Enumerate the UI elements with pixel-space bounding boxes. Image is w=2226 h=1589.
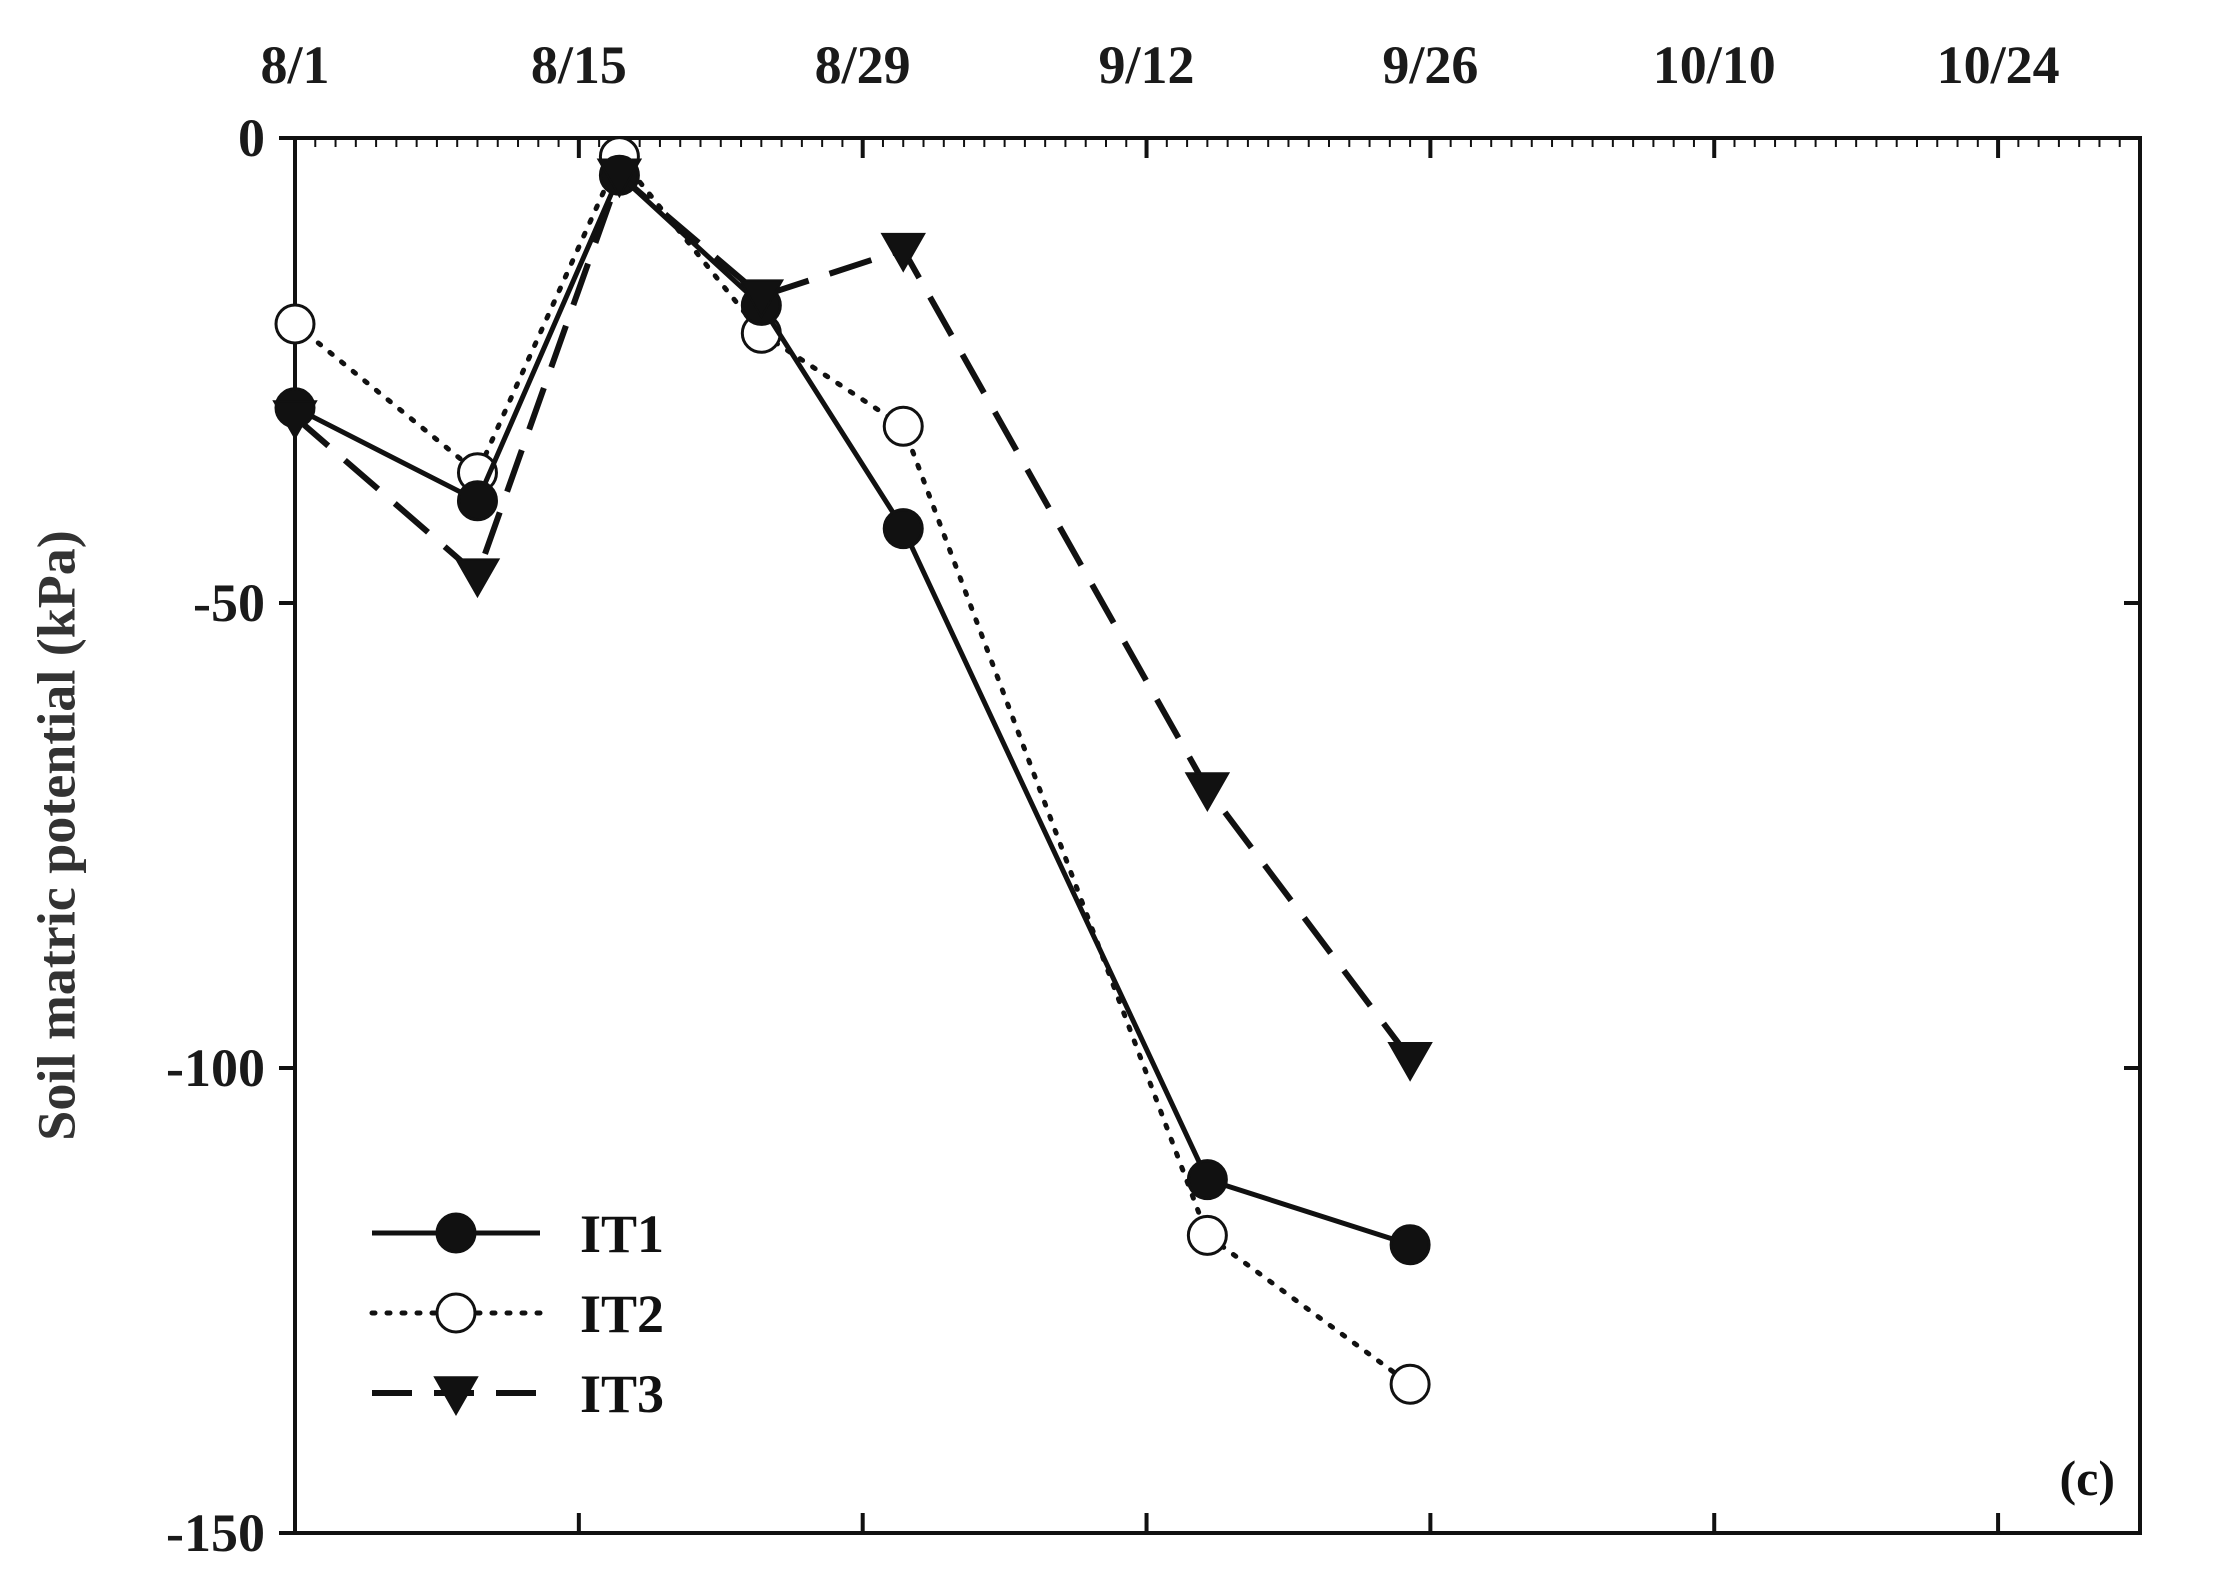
x-tick-label: 9/26 — [1382, 35, 1478, 95]
plot-frame — [293, 136, 2142, 1535]
series-it1 — [274, 154, 1431, 1266]
data-point-it2 — [1389, 1363, 1431, 1405]
legend-marker — [435, 1292, 477, 1334]
data-point-it3 — [1387, 1041, 1433, 1082]
series-line-it3 — [293, 172, 1413, 1061]
data-point-it1 — [882, 508, 924, 550]
legend-label: IT1 — [580, 1204, 664, 1264]
data-point-it3 — [880, 232, 926, 273]
legend: IT1 IT2 IT3 — [369, 1204, 664, 1424]
y-tick-label: -150 — [166, 1503, 265, 1563]
legend-label: IT2 — [580, 1284, 664, 1344]
x-tick-label: 9/12 — [1099, 35, 1195, 95]
series-it3 — [272, 158, 1433, 1082]
legend-item-it3: IT3 — [372, 1364, 664, 1424]
y-axis-title: Soil matric potential (kPa) — [26, 530, 86, 1140]
legend-marker — [435, 1212, 477, 1254]
legend-label: IT3 — [580, 1364, 664, 1424]
y-tick-label: 0 — [238, 108, 265, 168]
panel-label: (c) — [2060, 1450, 2116, 1506]
data-point-it3 — [596, 158, 643, 199]
series-it2 — [274, 136, 1431, 1405]
series-line-it2 — [292, 154, 1413, 1387]
series-layer — [272, 136, 1433, 1405]
x-tick-label: 8/15 — [531, 35, 627, 95]
series-line-it1 — [293, 172, 1411, 1248]
legend-marker — [433, 1376, 479, 1417]
legend-item-it1: IT1 — [372, 1204, 664, 1264]
x-tick-label: 8/29 — [815, 35, 911, 95]
x-tick-label: 10/24 — [1937, 35, 2060, 95]
x-tick-label: 8/1 — [260, 35, 329, 95]
x-tick-label: 10/10 — [1653, 35, 1776, 95]
data-point-it3 — [454, 558, 501, 599]
data-point-it1 — [1389, 1224, 1431, 1266]
data-point-it2 — [882, 405, 924, 447]
y-tick-label: -50 — [193, 573, 265, 633]
data-point-it3 — [738, 279, 785, 320]
data-point-it2 — [1186, 1214, 1228, 1256]
data-point-it3 — [1184, 772, 1231, 813]
data-point-it1 — [456, 480, 498, 522]
data-point-it3 — [272, 400, 318, 441]
data-point-it2 — [274, 303, 316, 345]
y-tick-label: -100 — [166, 1038, 265, 1098]
legend-item-it2: IT2 — [369, 1284, 664, 1344]
axes: 8/1 8/15 8/29 9/12 9/26 10/10 10/24 0 -50 -100 -15… — [166, 35, 2142, 1563]
data-point-it1 — [1186, 1159, 1228, 1201]
